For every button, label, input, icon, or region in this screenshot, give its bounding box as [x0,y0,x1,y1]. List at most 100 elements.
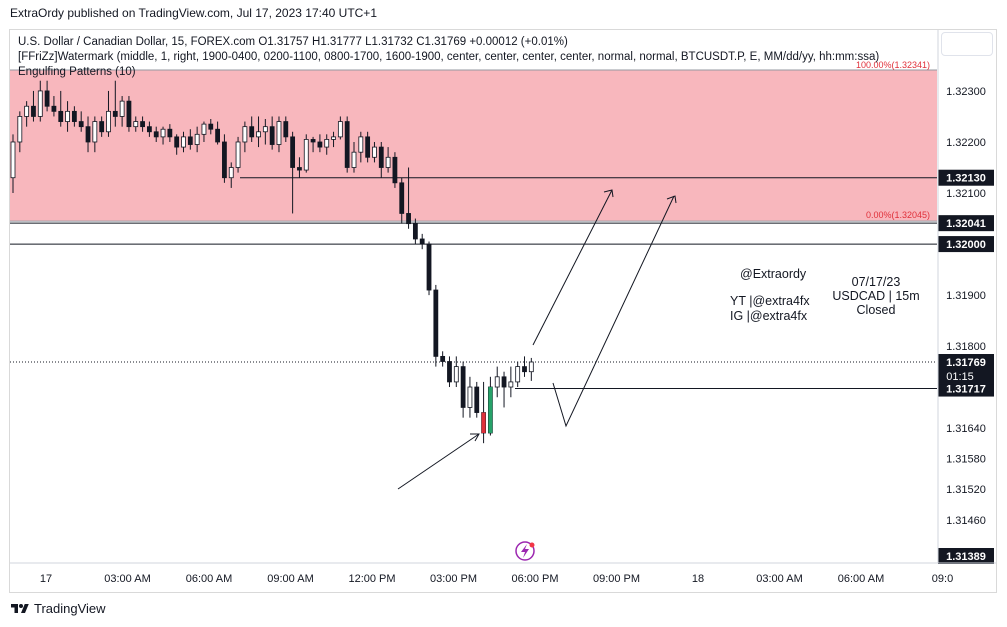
price-tick-label: 1.31520 [946,484,986,496]
candle-body-down [310,139,316,143]
candle-body-up [276,121,282,145]
arrowhead-1 [603,189,614,198]
candle-body-up [201,123,207,135]
candle-body-up [528,361,534,373]
candle-body-up [181,136,186,148]
level-price-label: 1.32000 [946,239,986,251]
candle-body-up [324,139,330,148]
arrowhead-3 [470,433,480,442]
candle-body-down [474,386,480,413]
candle-body-down [426,243,432,291]
candle-body-down [222,141,227,179]
range-low-label: 1.31389 [946,551,986,563]
candle-body-up [92,121,98,143]
candle-body-down [249,126,255,138]
candle-body-down [58,110,64,122]
current-price-label: 1.31769 [946,357,986,369]
candle-body-up [453,366,459,383]
publisher-caption: ExtraOrdy published on TradingView.com, … [10,6,377,20]
candle-body-up [194,133,200,145]
candle-body-down [140,121,145,128]
price-tick-label: 1.32200 [946,137,986,149]
footer-brand[interactable]: TradingView [10,601,106,616]
candle-body-down [215,128,221,143]
candle-body-down [146,126,152,133]
candle-body-down [392,156,398,184]
arrowhead-2 [666,195,677,204]
time-tick-label: 17 [40,573,52,585]
candle-body-down [78,121,84,128]
price-tick-label: 1.31580 [946,453,986,465]
candle-body-up [372,146,377,158]
drawings-layer[interactable] [397,189,677,490]
price-tick-label: 1.31460 [946,515,986,527]
time-tick-label: 09:00 AM [267,573,313,585]
candle-body-down [378,146,384,168]
candle-body-up [228,167,234,179]
candle-body-down [51,105,57,112]
candle-body-down [522,366,527,373]
candle-body-up [358,136,364,153]
candle-body-down [187,136,193,145]
chart-toolbar-box[interactable] [941,32,993,56]
time-tick-label: 06:00 PM [511,573,558,585]
arrow-zigzag-projection[interactable] [552,195,675,428]
candle-body-down [167,128,173,138]
candle-body-up [106,110,111,133]
watermark-text-layer: @Extraordy YT |@extra4fx IG |@extra4fx 0… [730,267,920,323]
horizontal-levels-layer[interactable]: 1.32130 1.32041 1.32000 1.31717 1.31769 01:15… [10,169,994,564]
price-tick-label: 1.32300 [946,86,986,98]
price-tick-label: 1.31640 [946,423,986,435]
candles-layer [10,80,534,444]
watermark-ig: IG |@extra4fx [730,309,808,323]
tradingview-logo-icon [11,603,29,613]
zone-top-label: 100.00%(1.32341) [856,60,930,70]
candle-body-down [208,123,214,130]
candle-body-up [351,151,357,168]
time-tick-label: 06:00 AM [838,573,884,585]
candle-body-down [297,167,302,171]
level-price-label: 1.32041 [946,218,986,230]
candle-body-up [37,90,43,117]
candle-body-down [290,136,296,168]
chart-legend: U.S. Dollar / Canadian Dollar, 15, FOREX… [18,35,879,80]
arrow-from-low[interactable] [397,433,480,490]
level-price-badge [938,380,994,397]
chart-frame[interactable] [9,29,997,593]
arrow-up-left-projection[interactable] [532,189,613,346]
candle-body-up [508,381,514,388]
engulfing-indicator-line: Engulfing Patterns (10) [18,66,136,78]
candle-body-up [235,141,241,168]
candle-body-up [385,156,391,168]
candle-body-up [494,376,500,388]
candle-body-down [112,110,118,117]
candle-body-down [501,376,507,388]
candle-body-down [44,90,50,107]
candle-body-up [24,105,30,117]
footer-brand-label: TradingView [34,601,106,616]
range-low-badge [938,548,994,564]
candle-body-down [365,136,371,158]
watermark-indicator-line: [FFriZz]Watermark (middle, 1, right, 190… [18,51,880,63]
replay-lightning-icon[interactable] [515,541,535,561]
candle-body-down [85,126,91,143]
time-tick-label: 12:00 PM [348,573,395,585]
candle-body-down [31,105,36,117]
watermark-yt: YT |@extra4fx [730,294,810,308]
candle-body-down [433,289,439,357]
resistance-zone [10,70,937,222]
candle-body-down [71,110,77,122]
candle-body-down [283,121,289,138]
bar-countdown-label: 01:15 [946,371,974,383]
watermark-status: Closed [857,303,896,317]
candle-body-down [447,361,452,383]
level-price-label: 1.31717 [946,384,986,396]
candle-body-up [133,121,139,128]
candle-body-up [515,366,521,383]
symbol-ohlc-line: U.S. Dollar / Canadian Dollar, 15, FOREX… [18,36,568,48]
time-tick-label: 03:00 AM [104,573,150,585]
candle-body-down [412,223,418,240]
watermark-date: 07/17/23 [852,275,901,289]
candle-body-down [126,100,132,128]
